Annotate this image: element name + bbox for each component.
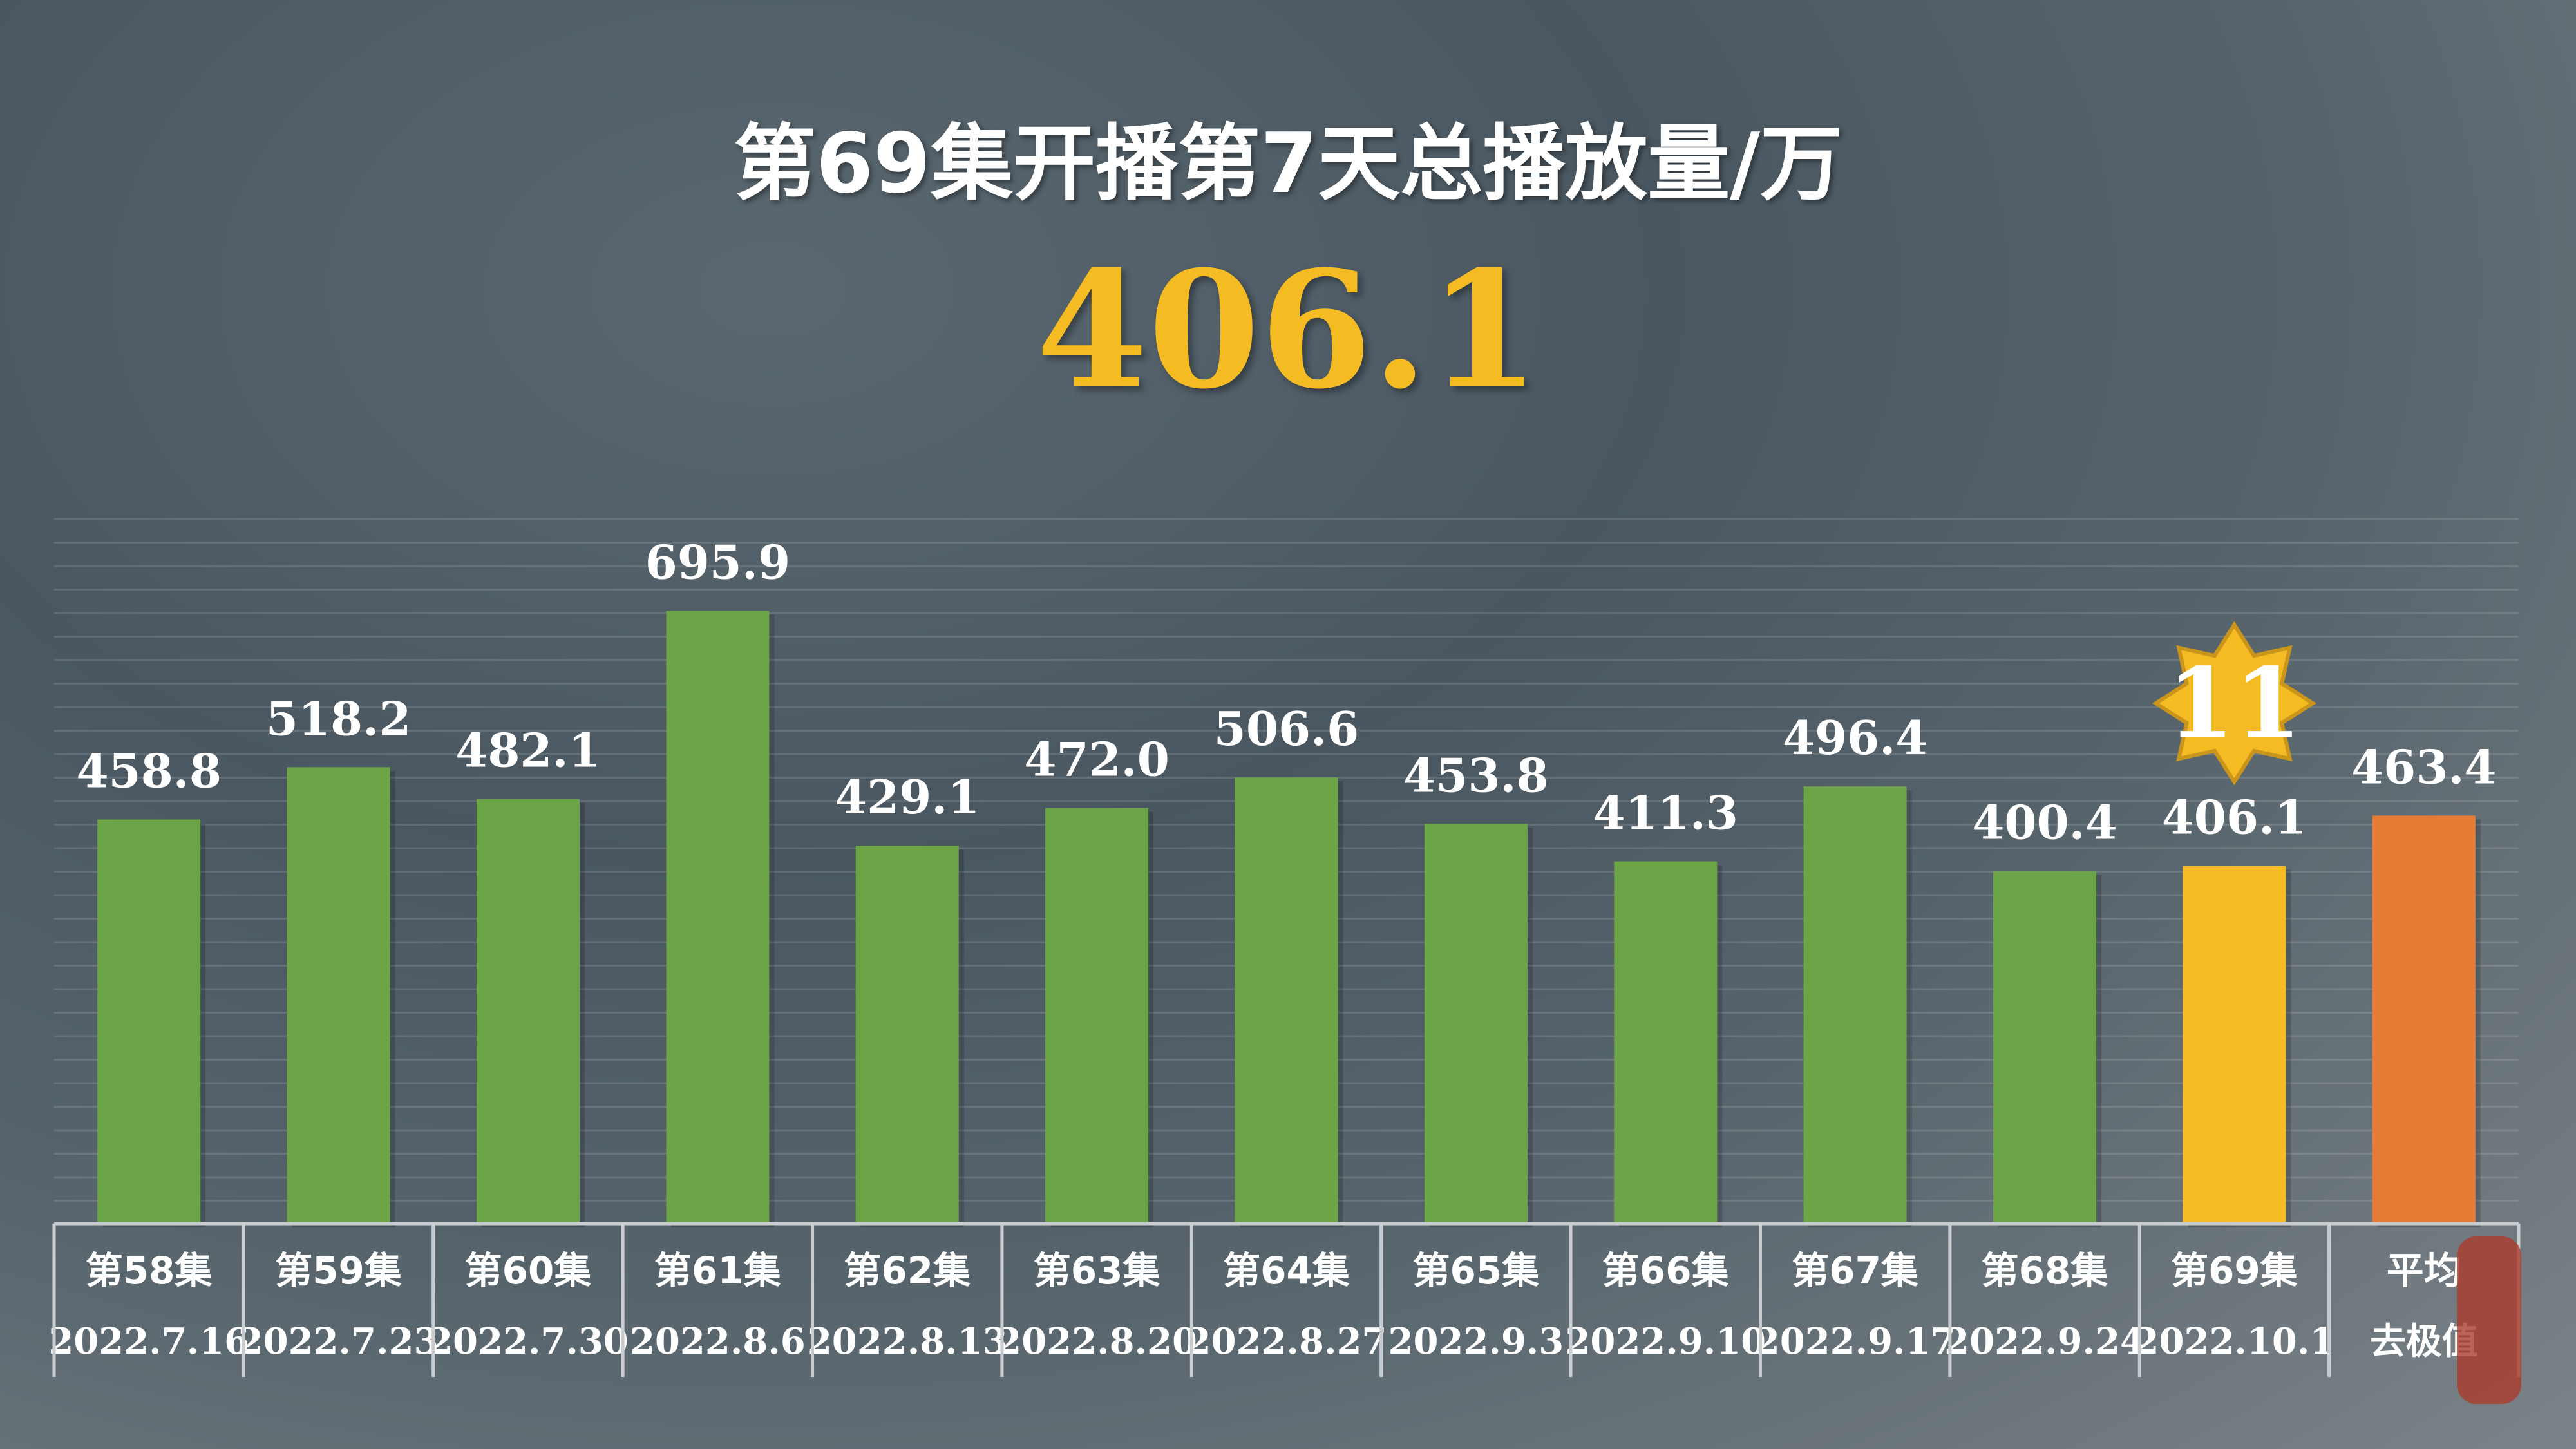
- category-label: 平均: [2387, 1249, 2461, 1293]
- category-label: 第63集: [1034, 1249, 1160, 1293]
- value-label: 411.3: [1593, 786, 1738, 840]
- category-label: 第62集: [844, 1249, 971, 1293]
- category-label: 第68集: [1982, 1249, 2108, 1293]
- bar: [2183, 866, 2286, 1224]
- chart-title: 第69集开播第7天总播放量/万: [734, 116, 1842, 212]
- category-label: 第69集: [2171, 1249, 2298, 1293]
- value-label: 429.1: [835, 770, 980, 824]
- value-label: 406.1: [2162, 790, 2307, 845]
- date-label: 2022.10.1: [2134, 1320, 2335, 1363]
- value-label: 482.1: [455, 723, 600, 778]
- seal-stamp: [2457, 1236, 2521, 1404]
- bar: [97, 819, 201, 1224]
- value-label: 400.4: [1972, 795, 2117, 849]
- rank-number: 11: [2167, 647, 2302, 760]
- date-label: 2022.8.6: [630, 1320, 806, 1363]
- bar: [1614, 861, 1718, 1224]
- date-label: 2022.8.27: [1186, 1320, 1387, 1363]
- date-label: 2022.7.23: [238, 1320, 439, 1363]
- value-label: 463.4: [2351, 739, 2496, 794]
- date-label: 2022.8.20: [996, 1320, 1197, 1363]
- value-label: 472.0: [1024, 732, 1169, 787]
- category-label: 第59集: [275, 1249, 402, 1293]
- category-label: 第61集: [654, 1249, 781, 1293]
- category-label: 第60集: [465, 1249, 592, 1293]
- bar: [1803, 786, 1907, 1224]
- date-label: 2022.7.16: [48, 1320, 249, 1363]
- star-icon: [2152, 621, 2316, 786]
- bar: [1424, 824, 1528, 1224]
- date-label: 2022.9.17: [1755, 1320, 1956, 1363]
- date-label: 2022.9.3: [1388, 1320, 1564, 1363]
- date-label: 2022.9.24: [1944, 1320, 2145, 1363]
- category-label: 第58集: [86, 1249, 213, 1293]
- value-label: 518.2: [266, 691, 411, 746]
- value-label: 458.8: [76, 744, 221, 799]
- rank-badge: 11: [2152, 621, 2316, 786]
- date-label: 2022.9.10: [1565, 1320, 1766, 1363]
- bar: [2372, 815, 2476, 1224]
- value-label: 506.6: [1214, 701, 1359, 756]
- value-label: 695.9: [645, 535, 790, 589]
- bar: [1235, 777, 1338, 1224]
- bar: [855, 846, 959, 1224]
- date-label: 2022.7.30: [428, 1320, 629, 1363]
- bar: [476, 799, 580, 1224]
- value-label: 496.4: [1783, 710, 1927, 765]
- bar: [666, 611, 770, 1224]
- category-label: 第66集: [1602, 1249, 1729, 1293]
- bar: [1993, 871, 2097, 1224]
- category-label: 第67集: [1792, 1249, 1918, 1293]
- value-label: 453.8: [1403, 748, 1548, 802]
- highlight-value: 406.1: [1036, 235, 1540, 424]
- bar: [287, 767, 390, 1224]
- bar: [1045, 808, 1149, 1224]
- category-label: 第65集: [1413, 1249, 1540, 1293]
- category-label: 第64集: [1223, 1249, 1350, 1293]
- date-label: 2022.8.13: [807, 1320, 1008, 1363]
